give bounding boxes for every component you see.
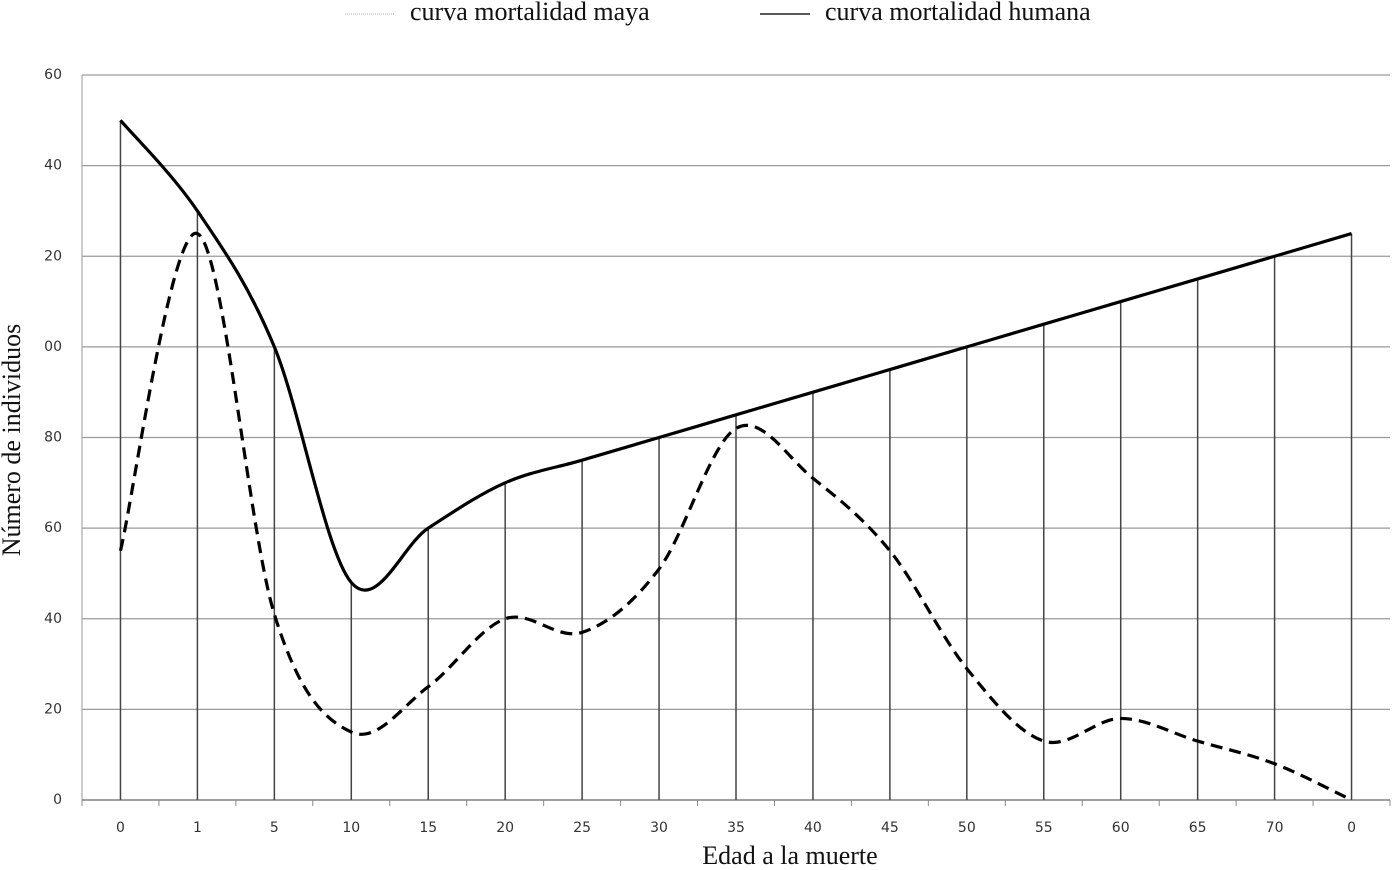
y-tick-label: 40 — [44, 611, 62, 627]
x-tick-label: 55 — [1035, 820, 1053, 836]
x-tick-label: 70 — [1266, 820, 1284, 836]
y-tick-label: 60 — [44, 520, 62, 536]
x-tick-label: 0 — [116, 820, 125, 836]
x-tick-label: 45 — [881, 820, 899, 836]
x-tick-label: 65 — [1189, 820, 1207, 836]
y-tick-label: 60 — [44, 67, 62, 83]
x-tick-label: 40 — [804, 820, 822, 836]
x-tick-label: 25 — [573, 820, 591, 836]
y-tick-label: 20 — [44, 248, 62, 264]
x-tick-label: 10 — [342, 820, 360, 836]
x-tick-label: 30 — [650, 820, 668, 836]
series-line — [119, 119, 1352, 592]
legend-label: curva mortalidad maya — [410, 0, 650, 26]
y-tick-label: 20 — [44, 701, 62, 717]
x-tick-label: 1 — [193, 820, 202, 836]
x-tick-label: 50 — [958, 820, 976, 836]
x-tick-label: 15 — [419, 820, 437, 836]
y-axis-label: Número de individuos — [0, 324, 26, 557]
series-line — [118, 231, 1353, 802]
y-tick-label: 0 — [53, 792, 62, 808]
y-tick-label: 80 — [44, 430, 62, 446]
x-tick-label: 20 — [496, 820, 514, 836]
legend-label: curva mortalidad humana — [825, 0, 1091, 26]
x-tick-label: 5 — [270, 820, 279, 836]
y-tick-label: 00 — [44, 339, 62, 355]
x-tick-label: 0 — [1347, 820, 1356, 836]
x-tick-label: 35 — [727, 820, 745, 836]
y-tick-label: 40 — [44, 158, 62, 174]
x-tick-label: 60 — [1112, 820, 1130, 836]
x-axis-label: Edad a la muerte — [702, 841, 877, 870]
